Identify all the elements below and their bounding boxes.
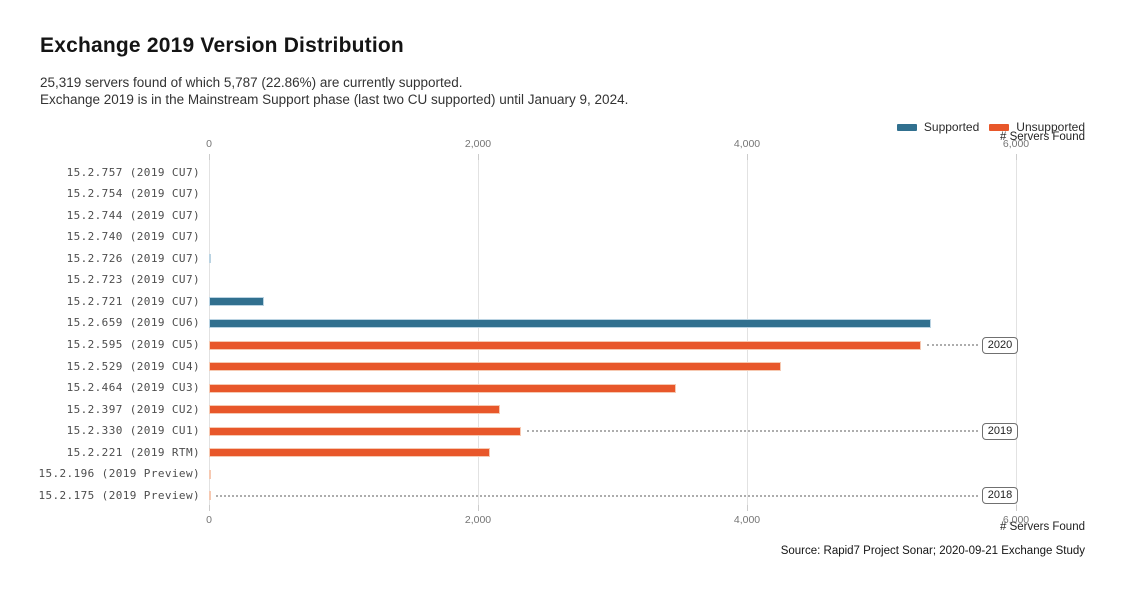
x-tick-label: 0 bbox=[206, 514, 212, 526]
tick-mark bbox=[1015, 154, 1017, 160]
tick-mark bbox=[1015, 505, 1017, 511]
x-tick-label: 2,000 bbox=[464, 514, 492, 526]
y-axis-label: 15.2.723 (2019 CU7) bbox=[66, 273, 200, 287]
unsupported-swatch-icon bbox=[989, 123, 1010, 131]
tick-mark bbox=[477, 154, 479, 160]
y-axis-label: 15.2.175 (2019 Preview) bbox=[38, 488, 200, 502]
source-credit: Source: Rapid7 Project Sonar; 2020-09-21… bbox=[780, 545, 1085, 557]
year-annotation-2020: 2020 bbox=[982, 336, 1018, 354]
x-axis-title-bottom: # Servers Found bbox=[999, 521, 1085, 533]
tick-mark bbox=[208, 505, 210, 511]
y-axis-label: 15.2.397 (2019 CU2) bbox=[66, 402, 200, 416]
y-axis-labels: 15.2.757 (2019 CU7) 15.2.754 (2019 CU7) 15… bbox=[0, 160, 202, 505]
plot-area: 0 0 2,000 2,000 4,000 4,000 6,000 6,000 2020 2019… bbox=[206, 138, 1029, 526]
tick-mark bbox=[746, 154, 748, 160]
y-axis-label: 15.2.464 (2019 CU3) bbox=[66, 381, 200, 395]
unsupported-bar bbox=[209, 491, 211, 501]
tick-mark bbox=[746, 505, 748, 511]
unsupported-bar bbox=[209, 362, 781, 372]
x-axis-title-top: # Servers Found bbox=[999, 131, 1085, 143]
supported-swatch-icon bbox=[896, 123, 917, 131]
y-axis-label: 15.2.196 (2019 Preview) bbox=[38, 467, 200, 481]
legend-item-supported: Supported bbox=[896, 120, 980, 134]
annotation-leader-line bbox=[926, 344, 978, 346]
y-axis-label: 15.2.754 (2019 CU7) bbox=[66, 187, 200, 201]
tick-mark bbox=[208, 154, 210, 160]
y-axis-label: 15.2.740 (2019 CU7) bbox=[66, 230, 200, 244]
legend-item-unsupported: Unsupported bbox=[989, 120, 1085, 134]
x-tick-label: 4,000 bbox=[733, 514, 761, 526]
y-axis-label: 15.2.744 (2019 CU7) bbox=[66, 208, 200, 222]
y-axis-label: 15.2.726 (2019 CU7) bbox=[66, 251, 200, 265]
gridline-6000 bbox=[1015, 160, 1017, 505]
x-tick-label: 6,000 bbox=[1002, 138, 1030, 150]
chart-subtitle-line1: 25,319 servers found of which 5,787 (22.… bbox=[40, 75, 463, 90]
unsupported-bar bbox=[209, 448, 491, 458]
gridline-0 bbox=[208, 160, 210, 505]
y-axis-label: 15.2.529 (2019 CU4) bbox=[66, 359, 200, 373]
y-axis-label: 15.2.330 (2019 CU1) bbox=[66, 424, 200, 438]
gridline-2000 bbox=[477, 160, 479, 505]
y-axis-label: 15.2.757 (2019 CU7) bbox=[66, 165, 200, 179]
x-tick-label: 0 bbox=[206, 138, 212, 150]
year-annotation-2019: 2019 bbox=[982, 422, 1018, 440]
supported-bar bbox=[209, 254, 212, 264]
x-tick-label: 2,000 bbox=[464, 138, 492, 150]
year-annotation-2018: 2018 bbox=[982, 487, 1018, 505]
unsupported-bar bbox=[209, 405, 500, 415]
unsupported-bar bbox=[209, 383, 676, 393]
legend-label-supported: Supported bbox=[923, 120, 980, 134]
chart-subtitle-line2: Exchange 2019 is in the Mainstream Suppo… bbox=[40, 92, 629, 107]
y-axis-label: 15.2.721 (2019 CU7) bbox=[66, 294, 200, 308]
legend: Supported Unsupported bbox=[896, 120, 1085, 134]
chart-title: Exchange 2019 Version Distribution bbox=[40, 34, 404, 57]
annotation-leader-line bbox=[527, 430, 978, 433]
unsupported-bar bbox=[209, 426, 522, 436]
supported-bar bbox=[209, 297, 265, 307]
y-axis-label: 15.2.659 (2019 CU6) bbox=[66, 316, 200, 330]
y-axis-label: 15.2.595 (2019 CU5) bbox=[66, 338, 200, 351]
unsupported-bar bbox=[209, 469, 211, 479]
y-axis-label: 15.2.221 (2019 RTM) bbox=[66, 445, 200, 459]
supported-bar bbox=[209, 318, 932, 328]
unsupported-bar bbox=[209, 340, 921, 350]
tick-mark bbox=[477, 505, 479, 511]
x-tick-label: 4,000 bbox=[733, 138, 761, 150]
legend-label-unsupported: Unsupported bbox=[1016, 120, 1085, 134]
annotation-leader-line bbox=[215, 494, 978, 497]
gridline-4000 bbox=[746, 160, 748, 505]
x-tick-label: 6,000 bbox=[1002, 514, 1030, 526]
